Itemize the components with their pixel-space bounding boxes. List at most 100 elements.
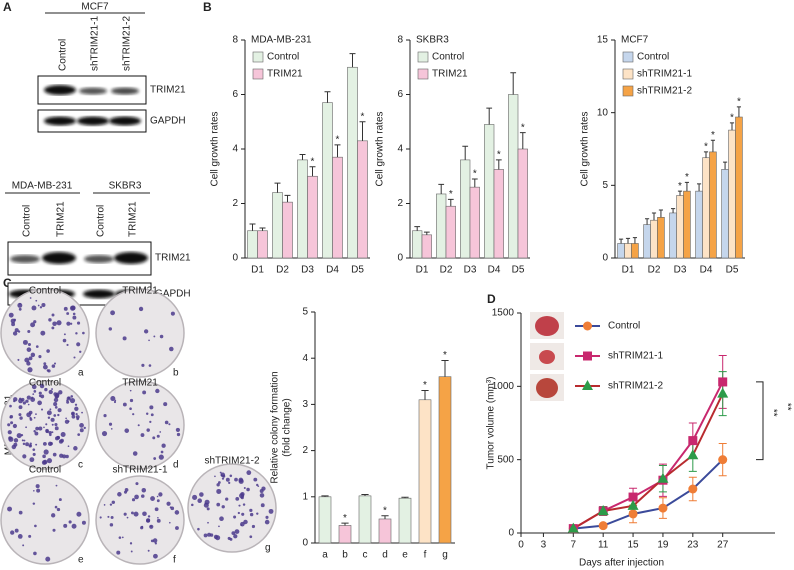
colony — [264, 519, 270, 525]
marker — [583, 351, 592, 361]
colony — [41, 303, 46, 308]
colony — [69, 305, 76, 311]
colony — [29, 442, 32, 445]
colony — [66, 400, 70, 404]
bar — [398, 497, 412, 544]
colony — [197, 527, 200, 531]
colony — [176, 432, 181, 437]
y-axis-label: Tumor volume (mm³) — [486, 377, 497, 470]
tumor-photos — [530, 312, 564, 401]
colony — [79, 350, 82, 353]
error-bar — [495, 159, 502, 170]
colony — [29, 416, 32, 420]
colony — [158, 454, 164, 460]
colony — [129, 542, 133, 545]
colony — [16, 433, 22, 439]
colony — [268, 508, 274, 514]
colony — [150, 496, 155, 501]
colony — [34, 524, 37, 528]
significance: * — [711, 130, 715, 141]
colony — [57, 408, 62, 413]
colony — [146, 518, 151, 523]
colony — [67, 396, 71, 400]
colony — [99, 516, 102, 519]
significance: * — [343, 513, 347, 524]
y-tick-label: 0 — [508, 528, 514, 539]
colony — [54, 505, 58, 509]
plate-title: shTRIM21-1 — [112, 465, 167, 476]
band — [44, 116, 76, 126]
error-bar — [519, 132, 526, 149]
colony — [42, 364, 48, 370]
colony — [220, 472, 226, 478]
colony — [129, 389, 132, 392]
bar — [378, 518, 392, 544]
plate — [187, 463, 277, 553]
colony — [109, 523, 114, 527]
x-tick-label: 11 — [598, 540, 609, 551]
bar — [709, 151, 717, 259]
error-bar — [677, 190, 683, 196]
colony — [40, 408, 44, 411]
colony — [51, 513, 56, 518]
colony — [32, 452, 36, 456]
colony — [143, 329, 149, 334]
colony — [71, 411, 75, 416]
colony — [66, 321, 71, 326]
colony — [174, 510, 180, 515]
legend-swatch — [622, 51, 634, 63]
colony — [33, 489, 35, 492]
legend-swatch — [252, 51, 264, 63]
colony — [207, 521, 209, 524]
colony — [68, 520, 72, 524]
colony — [166, 501, 171, 506]
colony — [63, 523, 68, 528]
colony — [243, 486, 246, 489]
colony — [19, 416, 23, 420]
colony — [79, 423, 84, 428]
colony — [54, 426, 59, 431]
panel-label: A — [3, 0, 12, 14]
bar — [669, 212, 677, 259]
colony — [76, 511, 82, 517]
colony — [43, 449, 49, 455]
error-bar — [423, 231, 430, 235]
bar — [247, 230, 258, 259]
y-tick-label: 1000 — [492, 381, 515, 392]
y-axis-label: (fold change) — [282, 398, 293, 456]
colony — [156, 518, 161, 523]
significance: * — [521, 122, 525, 133]
x-tick-label: a — [322, 550, 328, 561]
band — [42, 252, 76, 264]
colony — [234, 529, 240, 534]
colony — [135, 482, 139, 486]
colony — [75, 332, 78, 335]
significance: * — [704, 142, 708, 153]
bar — [307, 175, 318, 259]
colony — [45, 423, 48, 426]
colony — [199, 492, 204, 497]
colony — [113, 400, 117, 404]
x-tick-label: D2 — [440, 265, 453, 276]
colony — [147, 515, 151, 518]
colony — [56, 435, 60, 440]
y-tick-label: 5 — [302, 307, 308, 318]
row-label: GAPDH — [150, 116, 186, 127]
colony — [49, 408, 52, 411]
y-axis-label: Relative colony formation — [270, 371, 281, 483]
bar — [735, 116, 743, 259]
colony — [10, 421, 14, 425]
colony — [72, 312, 76, 316]
x-tick-label: D3 — [464, 265, 477, 276]
colony — [52, 452, 57, 457]
marker — [627, 499, 639, 510]
colony — [29, 297, 32, 299]
colony — [55, 392, 60, 397]
band — [10, 255, 40, 263]
colony — [39, 383, 45, 389]
legend-swatch — [622, 68, 634, 80]
x-tick-label: g — [442, 550, 448, 561]
colony — [126, 516, 129, 519]
colony — [114, 399, 117, 402]
colony — [27, 403, 30, 406]
